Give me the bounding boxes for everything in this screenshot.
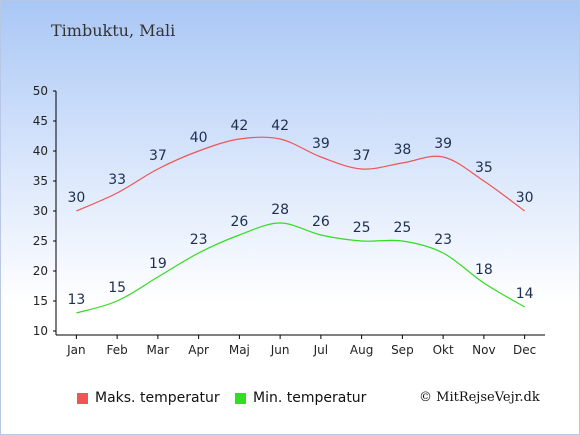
chart-title: Timbuktu, Mali	[51, 21, 176, 40]
min-temp-label: 25	[353, 220, 371, 236]
max-temp-label: 38	[393, 142, 411, 158]
max-temp-label: 30	[67, 190, 85, 206]
x-tick-label: Nov	[472, 343, 495, 357]
data-labels: 30 33 37 40 42 42 39 37 38 39 35 30 13 15 19 23 26 28 26 25…	[67, 118, 533, 308]
max-temp-label: 39	[434, 136, 452, 152]
y-tick-label: 50	[33, 84, 48, 98]
min-temp-label: 14	[516, 286, 534, 302]
min-temperature-line	[76, 222, 525, 314]
y-tick-label: 10	[33, 324, 48, 338]
x-tick-label: Maj	[229, 343, 250, 357]
min-temp-label: 19	[149, 256, 167, 272]
x-tick-label: Jul	[313, 343, 328, 357]
x-tick-label: Dec	[513, 343, 536, 357]
x-tick-label: Okt	[433, 343, 454, 357]
min-temp-label: 28	[271, 202, 289, 218]
y-tick-label: 30	[33, 204, 48, 218]
min-temp-label: 23	[434, 232, 452, 248]
max-temp-label: 40	[190, 130, 208, 146]
min-temp-label: 13	[67, 292, 85, 308]
max-temp-label: 33	[108, 172, 126, 188]
y-tick-label: 15	[33, 294, 48, 308]
legend-item-min: Min. temperatur	[235, 390, 366, 406]
x-tick-label: Feb	[107, 343, 128, 357]
max-temp-label: 42	[271, 118, 289, 134]
min-temp-label: 25	[393, 220, 411, 236]
x-tick-label: Mar	[147, 343, 170, 357]
legend-swatch-min	[235, 392, 246, 404]
legend-swatch-max	[77, 392, 88, 404]
y-tick-label: 25	[33, 234, 48, 248]
y-tick-label: 35	[33, 174, 48, 188]
axes: 10 15 20 25 30 35 40 45 50 Jan Feb Mar Apr Maj Jun Jul A…	[33, 84, 545, 357]
y-tick-label: 20	[33, 264, 48, 278]
min-temp-label: 26	[230, 214, 248, 230]
legend-label-min: Min. temperatur	[253, 390, 367, 406]
x-tick-label: Sep	[391, 343, 414, 357]
legend-item-max: Maks. temperatur	[77, 390, 220, 406]
x-tick-label: Jan	[66, 343, 86, 357]
copyright-text: © MitRejseVejr.dk	[419, 390, 540, 405]
max-temp-label: 37	[353, 148, 371, 164]
max-temp-label: 30	[516, 190, 534, 206]
x-tick-label: Jun	[270, 343, 290, 357]
max-temp-label: 39	[312, 136, 330, 152]
min-temp-label: 15	[108, 280, 126, 296]
min-temp-label: 18	[475, 262, 493, 278]
series-layer	[76, 136, 525, 314]
x-tick-label: Aug	[350, 343, 373, 357]
legend-label-max: Maks. temperatur	[95, 390, 220, 406]
max-temperature-line	[76, 136, 525, 212]
y-tick-label: 45	[33, 114, 48, 128]
max-temp-label: 42	[230, 118, 248, 134]
max-temp-label: 35	[475, 160, 493, 176]
max-temp-label: 37	[149, 148, 167, 164]
min-temp-label: 23	[190, 232, 208, 248]
x-tick-label: Apr	[188, 343, 209, 357]
min-temp-label: 26	[312, 214, 330, 230]
y-tick-label: 40	[33, 144, 48, 158]
